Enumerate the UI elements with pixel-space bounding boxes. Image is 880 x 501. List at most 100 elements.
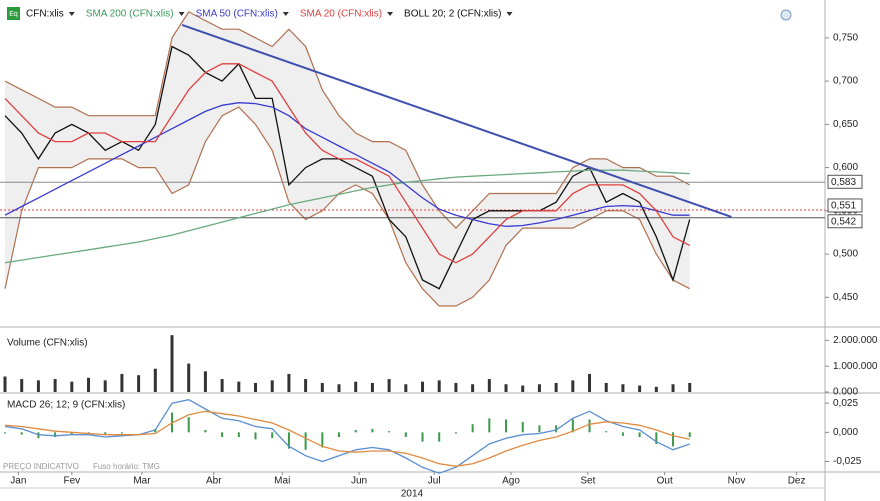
- dropdown-arrow[interactable]: [68, 12, 75, 16]
- y-tick-label: 2.000.000: [833, 335, 878, 346]
- volume-bar: [270, 380, 274, 392]
- settings-icon[interactable]: [780, 9, 792, 21]
- volume-bar: [137, 375, 141, 392]
- volume-bar: [521, 385, 525, 392]
- volume-bar: [571, 380, 575, 392]
- series-line: [4, 399, 690, 474]
- dropdown-arrow[interactable]: [178, 12, 185, 16]
- x-tick-label: Jul: [428, 476, 441, 487]
- volume-bar: [504, 384, 508, 392]
- x-tick-label: Set: [580, 476, 595, 487]
- volume-bar: [287, 373, 291, 392]
- x-tick-label: Jan: [10, 476, 26, 487]
- histogram-bar: [287, 432, 290, 449]
- volume-bar: [70, 381, 74, 392]
- app-icon[interactable]: [7, 7, 20, 20]
- volume-bar: [103, 380, 107, 392]
- volume-bar: [621, 384, 625, 392]
- volume-bar: [404, 384, 408, 392]
- volume-bar: [454, 382, 458, 392]
- volume-bar: [53, 379, 57, 392]
- series-line: [4, 169, 690, 264]
- series-line: [4, 63, 690, 264]
- dropdown-arrow[interactable]: [387, 12, 394, 16]
- volume-bar: [87, 377, 91, 392]
- histogram-bar: [120, 432, 123, 434]
- volume-bar: [220, 379, 224, 392]
- histogram-bar: [354, 430, 357, 433]
- volume-bar: [604, 382, 608, 392]
- volume-bar: [554, 382, 558, 392]
- level-box: [827, 198, 863, 213]
- histogram-bar: [20, 432, 23, 435]
- icon-text: Eq: [9, 11, 18, 18]
- volume-bar: [170, 335, 174, 392]
- legend-item[interactable]: CFN:xlis: [26, 9, 64, 20]
- histogram-bar: [621, 432, 624, 436]
- dropdown-arrow[interactable]: [506, 12, 513, 16]
- y-tick-label: 0,700: [833, 76, 858, 87]
- trendline: [181, 23, 732, 218]
- histogram-bar: [688, 432, 691, 437]
- histogram-bar: [605, 431, 608, 433]
- volume-bar: [203, 371, 207, 392]
- y-tick-label: 0,450: [833, 292, 858, 303]
- y-tick-label: 0.000: [833, 387, 858, 398]
- legend-item[interactable]: SMA 20 (CFN:xlis): [300, 9, 382, 20]
- histogram-bar: [505, 419, 508, 433]
- volume-bar: [20, 379, 24, 392]
- level-box: [827, 174, 863, 189]
- legend-item[interactable]: SMA 200 (CFN:xlis): [86, 9, 174, 20]
- footer-timezone: Fuso horário: TMG: [93, 462, 160, 471]
- level-label: 0,551: [831, 201, 856, 212]
- histogram-bar: [187, 417, 190, 433]
- volume-bar: [537, 384, 541, 392]
- legend-item[interactable]: SMA 50 (CFN:xlis): [196, 9, 278, 20]
- band-line: [4, 106, 690, 307]
- histogram-bar: [388, 431, 391, 433]
- histogram-bar: [538, 425, 541, 433]
- histogram-bar: [104, 432, 107, 435]
- level-label: 0,542: [831, 216, 856, 227]
- histogram-bar: [655, 432, 658, 444]
- histogram-bar: [454, 432, 457, 434]
- x-tick-label: Mai: [274, 476, 290, 487]
- histogram-bar: [588, 419, 591, 433]
- x-tick-label: Mar: [133, 476, 151, 487]
- y-tick-label: 1.000.000: [833, 361, 878, 372]
- volume-bar: [237, 381, 241, 392]
- dropdown-arrow[interactable]: [282, 12, 289, 16]
- histogram-bar: [488, 418, 491, 433]
- volume-bar: [337, 384, 341, 392]
- volume-bar: [354, 381, 358, 392]
- histogram-bar: [254, 432, 257, 440]
- volume-bar: [36, 380, 40, 392]
- histogram-bar: [438, 432, 441, 442]
- x-tick-label: Out: [657, 476, 673, 487]
- histogram-bar: [571, 419, 574, 433]
- histogram-bar: [304, 432, 307, 450]
- footer-note: PREÇO INDICATIVO: [3, 462, 79, 471]
- volume-bar: [387, 379, 391, 392]
- volume-bar: [254, 382, 258, 392]
- volume-bar: [153, 368, 157, 392]
- x-tick-label: Dez: [788, 476, 806, 487]
- volume-bar: [370, 382, 374, 392]
- y-tick-label: 0,650: [833, 119, 858, 130]
- x-tick-label: Jun: [351, 476, 367, 487]
- x-tick-label: Abr: [206, 476, 222, 487]
- y-tick-label: 0,000: [833, 427, 858, 438]
- legend-item[interactable]: BOLL 20; 2 (CFN:xlis): [404, 9, 501, 20]
- histogram-bar: [404, 432, 407, 437]
- y-tick-label: -0,025: [833, 456, 862, 467]
- series-line: [4, 45, 691, 290]
- histogram-bar: [4, 432, 7, 434]
- y-tick-label: 0,500: [833, 249, 858, 260]
- histogram-bar: [54, 432, 57, 437]
- volume-bar: [588, 373, 592, 392]
- histogram-bar: [237, 432, 240, 437]
- volume-bar: [421, 381, 425, 392]
- histogram-bar: [70, 432, 73, 435]
- x-tick-label: Ago: [502, 476, 520, 487]
